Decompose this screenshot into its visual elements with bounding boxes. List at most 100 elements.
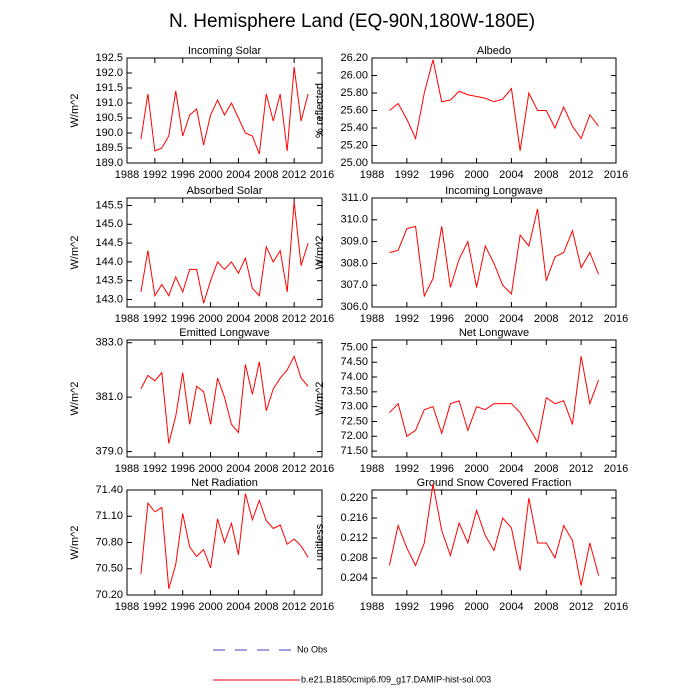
x-tick-label: 2004 (226, 601, 250, 613)
plot-frame (126, 57, 323, 164)
plot-frame (371, 489, 617, 596)
y-tick-label: 192.5 (95, 52, 123, 64)
y-tick-label: 70.50 (95, 563, 123, 575)
data-line (388, 483, 600, 586)
y-tick-label: 70.80 (95, 536, 123, 548)
y-tick-label: 191.0 (95, 97, 123, 109)
y-tick-label: 25.00 (340, 157, 368, 169)
y-axis-label: unitless (314, 523, 326, 561)
x-tick-label: 2008 (254, 313, 278, 325)
x-tick-label: 1992 (395, 169, 419, 181)
y-tick-label: 72.50 (340, 415, 368, 427)
legend-label: No Obs (297, 644, 328, 654)
x-tick-label: 2000 (464, 313, 488, 325)
y-tick-label: 0.204 (340, 572, 368, 584)
x-tick-label: 1996 (170, 601, 194, 613)
x-tick-label: 2012 (569, 601, 593, 613)
x-tick-label: 1996 (429, 169, 453, 181)
y-tick-label: 189.0 (95, 157, 123, 169)
y-tick-label: 143.0 (95, 293, 123, 305)
x-tick-label: 1996 (429, 601, 453, 613)
data-line (389, 356, 600, 444)
y-tick-label: 74.50 (340, 356, 368, 368)
y-tick-label: 75.00 (340, 341, 368, 353)
y-tick-label: 189.5 (95, 142, 123, 154)
y-axis-label: W/m^2 (69, 236, 81, 270)
x-tick-label: 2004 (499, 601, 523, 613)
x-tick-label: 1992 (143, 169, 167, 181)
x-tick-label: 2000 (198, 601, 222, 613)
x-tick-label: 1988 (115, 463, 139, 475)
y-tick-label: 379.0 (95, 445, 123, 457)
y-tick-label: 0.212 (340, 532, 368, 544)
y-tick-label: 310.0 (340, 214, 368, 226)
x-tick-label: 2016 (604, 313, 628, 325)
x-tick-label: 2016 (310, 169, 334, 181)
y-tick-label: 26.20 (340, 52, 368, 64)
y-tick-label: 191.5 (95, 82, 123, 94)
x-tick-label: 1988 (115, 313, 139, 325)
x-tick-label: 1992 (143, 463, 167, 475)
panel-title: Net Longwave (459, 327, 529, 339)
x-tick-label: 2004 (226, 169, 250, 181)
y-tick-label: 383.0 (95, 337, 123, 349)
x-tick-label: 1988 (360, 463, 384, 475)
y-tick-label: 0.208 (340, 552, 368, 564)
x-tick-label: 2000 (464, 601, 488, 613)
x-tick-label: 1988 (360, 313, 384, 325)
y-tick-label: 74.00 (340, 371, 368, 383)
x-tick-label: 1992 (395, 601, 419, 613)
x-tick-label: 1992 (143, 313, 167, 325)
x-tick-label: 2012 (282, 463, 306, 475)
data-line (389, 208, 600, 298)
y-tick-label: 26.00 (340, 69, 368, 81)
y-axis-label: W/m^2 (69, 94, 81, 128)
y-tick-label: 25.60 (340, 104, 368, 116)
panel-title: Albedo (477, 45, 511, 57)
plot-frame (126, 197, 323, 308)
x-tick-label: 1996 (429, 463, 453, 475)
y-tick-label: 70.20 (95, 589, 123, 601)
plot-frame (371, 197, 617, 308)
y-axis-label: W/m^2 (69, 526, 81, 560)
y-tick-label: 25.80 (340, 87, 368, 99)
x-tick-label: 2012 (282, 169, 306, 181)
panel-title: Ground Snow Covered Fraction (417, 477, 572, 489)
x-tick-label: 2000 (464, 463, 488, 475)
x-tick-label: 2004 (226, 313, 250, 325)
x-tick-label: 1996 (170, 463, 194, 475)
x-tick-label: 1996 (429, 313, 453, 325)
y-axis-label: % reflected (314, 83, 326, 138)
data-line (140, 66, 309, 155)
x-tick-label: 2008 (254, 463, 278, 475)
y-tick-label: 381.0 (95, 391, 123, 403)
y-tick-label: 311.0 (341, 192, 368, 204)
x-tick-label: 2012 (569, 313, 593, 325)
y-tick-label: 0.220 (340, 492, 368, 504)
x-tick-label: 2012 (569, 169, 593, 181)
panel-title: Net Radiation (191, 477, 258, 489)
x-tick-label: 1992 (143, 601, 167, 613)
y-tick-label: 145.5 (95, 199, 123, 211)
y-tick-label: 25.40 (340, 122, 368, 134)
y-tick-label: 308.0 (340, 257, 368, 269)
y-tick-label: 25.20 (340, 139, 368, 151)
y-tick-label: 145.0 (95, 218, 123, 230)
panel-title: Absorbed Solar (187, 185, 263, 197)
x-tick-label: 2008 (534, 601, 558, 613)
y-tick-label: 71.40 (95, 484, 123, 496)
y-tick-label: 190.5 (95, 112, 123, 124)
y-tick-label: 306.0 (340, 301, 368, 313)
x-tick-label: 2004 (499, 313, 523, 325)
x-tick-label: 2008 (254, 169, 278, 181)
x-tick-label: 2008 (534, 169, 558, 181)
y-tick-label: 190.0 (95, 127, 123, 139)
y-axis-label: W/m^2 (314, 382, 326, 416)
panel-title: Incoming Longwave (445, 185, 543, 197)
x-tick-label: 2004 (499, 169, 523, 181)
data-line (140, 201, 309, 304)
x-tick-label: 1992 (395, 463, 419, 475)
plot-frame (126, 339, 323, 458)
x-tick-label: 2004 (499, 463, 523, 475)
